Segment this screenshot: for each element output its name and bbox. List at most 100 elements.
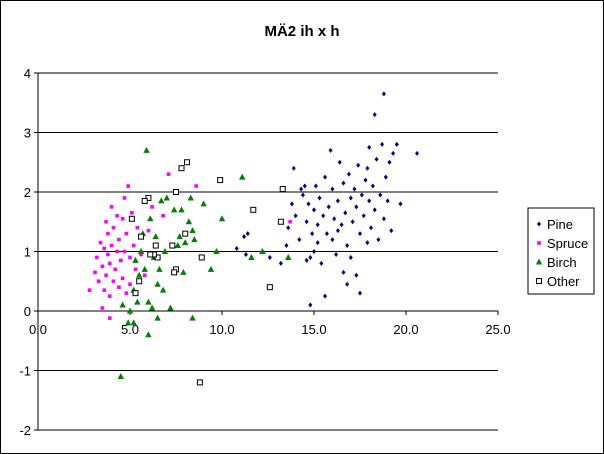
data-point-spruce [106,252,110,257]
data-point-birch [145,298,152,305]
data-point-birch [147,215,154,222]
data-point-other [196,379,203,386]
data-point-birch [158,197,165,204]
data-point-spruce [122,249,127,254]
data-point-pine [343,210,348,216]
data-point-spruce [122,196,127,200]
data-point-birch [141,265,148,272]
legend-label-spruce: Spruce [547,236,588,251]
data-point-pine [394,141,399,147]
x-tick-label: 5.0 [121,322,139,337]
data-point-birch [154,280,161,287]
data-point-other [128,215,135,222]
data-point-birch [161,248,169,254]
data-point-pine [286,225,291,231]
data-point-pine [245,231,250,237]
data-point-spruce [120,276,125,281]
legend-marker-spruce [537,241,541,245]
data-point-pine [243,251,248,257]
data-point-pine [356,162,361,168]
data-points [87,91,420,386]
x-tick-label: 0.0 [29,322,47,337]
data-point-birch [137,248,145,254]
data-point-other [182,230,189,237]
data-point-pine [297,237,302,243]
data-point-spruce [102,288,107,292]
data-point-birch [143,146,150,153]
data-point-spruce [107,294,112,298]
data-point-pine [284,243,289,249]
legend-marker-other [536,278,542,284]
data-point-birch [148,304,156,311]
data-point-birch [189,227,196,234]
data-point-spruce [115,249,119,254]
data-point-pine [310,231,315,237]
data-point-spruce [139,252,143,257]
data-point-other [279,186,286,193]
data-point-spruce [131,243,136,248]
data-point-pine [300,192,305,198]
data-point-spruce [142,273,147,278]
data-point-pine [387,159,392,165]
data-point-pine [346,171,351,177]
data-point-spruce [146,228,151,233]
data-point-pine [304,219,309,225]
y-tick-label: -2 [19,423,31,438]
data-point-pine [376,237,381,243]
data-point-spruce [104,273,108,278]
data-point-spruce [107,261,112,266]
data-point-birch [154,314,161,321]
data-point-spruce [100,264,105,269]
data-point-other [184,159,191,166]
data-point-other [171,269,178,276]
data-point-spruce [115,214,119,218]
data-point-spruce [107,316,112,320]
data-point-birch [136,271,143,278]
data-point-birch [119,301,126,308]
data-point-birch [124,319,132,326]
legend-marker-pine [537,221,541,227]
data-point-spruce [126,184,130,188]
data-point-other [198,254,205,261]
x-tick-label: 15.0 [301,322,326,337]
data-point-pine [348,195,353,201]
data-point-pine [328,147,333,153]
data-point-pine [374,156,379,162]
data-point-birch [187,194,194,201]
data-point-birch [145,331,152,338]
data-point-spruce [104,219,108,224]
data-point-other [169,242,176,249]
axes: -2 -1 0 1 2 3 4 0.0 5.0 10.0 15.0 20.0 25.0 [19,66,510,438]
legend-label-birch: Birch [547,255,577,270]
data-point-spruce [161,214,165,218]
data-point-birch [134,298,141,305]
data-point-other [138,233,145,240]
data-point-spruce [111,279,116,284]
data-point-birch [218,215,226,222]
data-point-pine [348,254,353,260]
y-tick-label: 4 [24,66,31,81]
data-point-pine [242,234,247,240]
legend-label-other: Other [547,274,580,289]
data-point-pine [385,198,390,204]
data-point-spruce [120,216,125,221]
data-point-birch [200,200,207,207]
data-point-pine [381,216,386,222]
data-point-birch [163,194,170,201]
data-point-pine [335,198,340,204]
data-point-other [173,189,179,195]
data-point-spruce [117,237,121,242]
data-point-pine [365,240,370,246]
data-point-spruce [166,172,171,176]
data-point-pine [332,216,337,222]
data-point-other [250,206,257,213]
data-point-spruce [111,225,116,230]
data-point-pine [267,254,272,260]
data-point-pine [330,186,335,192]
data-point-pine [339,222,344,228]
data-point-pine [337,159,342,165]
data-point-birch [185,218,193,225]
data-point-birch [248,253,255,260]
